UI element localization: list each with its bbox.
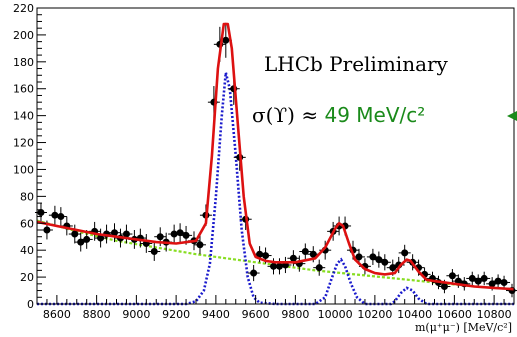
data-point <box>289 254 297 262</box>
x-tick-label: 9800 <box>281 308 309 321</box>
data-point <box>275 262 283 270</box>
y-tick-label: 140 <box>13 110 34 123</box>
x-tick-label: 9200 <box>162 308 190 321</box>
data-point <box>494 277 502 285</box>
data-point <box>196 241 204 249</box>
data-point <box>122 230 130 238</box>
data-point <box>369 253 377 261</box>
data-point <box>309 250 317 258</box>
data-point <box>381 258 389 266</box>
x-tick-label: 9600 <box>242 308 270 321</box>
y-tick-label: 40 <box>20 244 34 257</box>
experiment-label: LHCb Preliminary <box>264 52 449 76</box>
y-tick-label: 180 <box>13 56 34 69</box>
total-fit-line <box>36 22 515 291</box>
data-point <box>170 230 178 238</box>
data-point <box>301 248 309 256</box>
data-point <box>97 234 105 242</box>
data-point <box>111 229 119 237</box>
data-point <box>474 277 482 285</box>
y-tick-label: 160 <box>13 83 34 96</box>
x-axis-label: m(μ⁺μ⁻) [MeV/c²] <box>415 321 512 334</box>
data-point <box>250 269 258 277</box>
sigma-value: 49 MeV/c² <box>324 103 425 127</box>
y-tick-label: 80 <box>20 190 34 203</box>
series-layer <box>34 22 517 306</box>
legend-arrow-marker <box>507 111 517 121</box>
data-point <box>57 213 65 221</box>
sigma-annotation: σ(ϒ) ≈ 49 MeV/c² <box>252 103 425 127</box>
x-tick-label: 9000 <box>122 308 150 321</box>
data-point <box>488 280 496 288</box>
data-point <box>43 226 51 234</box>
data-point <box>500 278 508 286</box>
x-tick-label: 8800 <box>83 308 111 321</box>
data-point <box>315 264 323 272</box>
y-tick-label: 120 <box>13 137 34 150</box>
y-tick-label: 60 <box>20 217 34 230</box>
axis-ticks: 0 20 40 60 80 100 120 140 160 180 200 220 8600 8800 90… <box>13 2 512 321</box>
data-point <box>71 230 79 238</box>
data-point <box>355 253 363 261</box>
data-point <box>440 283 448 291</box>
y-tick-label: 220 <box>13 2 34 15</box>
x-tick-label: 10200 <box>357 308 392 321</box>
sigma-symbol: σ(ϒ) ≈ <box>252 103 324 127</box>
background-fit-line <box>36 219 515 291</box>
y-tick-label: 200 <box>13 29 34 42</box>
data-point <box>401 249 409 257</box>
x-tick-label: 10000 <box>318 308 353 321</box>
data-point <box>77 238 85 246</box>
x-tick-label: 10600 <box>437 308 472 321</box>
data-point <box>480 274 488 282</box>
data-point <box>83 235 91 243</box>
data-point <box>150 248 158 256</box>
x-tick-label: 10400 <box>397 308 432 321</box>
y-tick-label: 100 <box>13 163 34 176</box>
y-tick-label: 20 <box>20 271 34 284</box>
data-point <box>448 272 456 280</box>
data-point <box>375 256 383 264</box>
data-point <box>389 264 397 272</box>
data-point <box>182 231 190 239</box>
x-tick-label: 8600 <box>43 308 71 321</box>
data-point <box>176 229 184 237</box>
data-point <box>468 274 476 282</box>
data-point <box>51 211 59 219</box>
data-point <box>156 233 164 241</box>
signal-fit-line <box>37 72 514 306</box>
data-point <box>262 252 270 260</box>
x-tick-label: 10800 <box>477 308 512 321</box>
x-tick-label: 9400 <box>202 308 230 321</box>
data-point <box>37 209 45 217</box>
data-point <box>222 36 230 44</box>
y-tick-label: 0 <box>27 298 34 311</box>
